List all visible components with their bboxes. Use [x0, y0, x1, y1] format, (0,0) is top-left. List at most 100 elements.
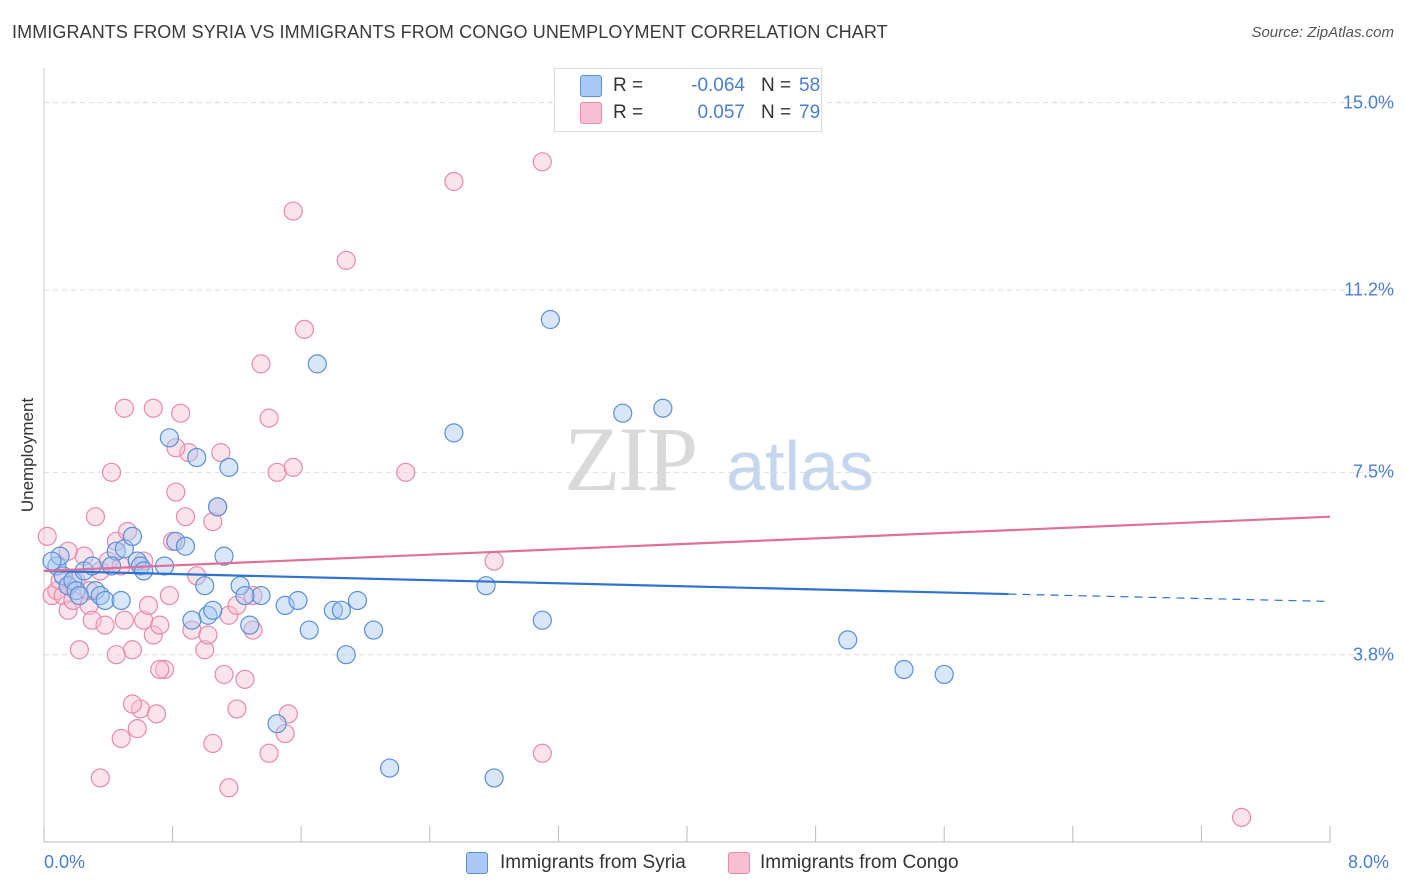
- congo-point: [150, 615, 170, 635]
- syria-point: [235, 585, 255, 606]
- syria-point: [214, 546, 234, 566]
- syria-point: [203, 600, 223, 620]
- syria-point: [275, 595, 295, 616]
- congo-point: [294, 319, 315, 339]
- syria-point: [175, 536, 196, 556]
- syria-point: [894, 659, 914, 680]
- legend-n-label: N =: [761, 75, 792, 96]
- congo-point: [114, 610, 134, 630]
- syria-point: [363, 620, 384, 640]
- congo-trend-line: [43, 515, 1331, 573]
- y-tick-label: 3.8%: [1352, 644, 1394, 665]
- congo-point: [214, 664, 234, 685]
- congo-point: [275, 723, 295, 744]
- congo-point: [111, 728, 131, 749]
- syria-point: [111, 590, 131, 611]
- congo-point: [444, 171, 464, 192]
- syria-point: [307, 354, 327, 374]
- congo-point: [143, 625, 163, 645]
- axes: [43, 68, 1331, 843]
- syria-point: [95, 590, 115, 611]
- congo-point: [259, 408, 279, 428]
- syria-point: [267, 714, 287, 734]
- syria-point: [288, 590, 308, 611]
- y-tick-label: 15.0%: [1342, 92, 1394, 113]
- syria-point: [106, 541, 126, 561]
- syria-point: [101, 556, 122, 576]
- legend-swatch-congo: [728, 852, 750, 874]
- syria-point: [166, 531, 186, 551]
- watermark-zip: ZIP: [564, 408, 696, 510]
- congo-point: [251, 354, 271, 374]
- legend-r-label: R =: [613, 75, 644, 96]
- syria-point: [187, 447, 207, 468]
- congo-point: [1231, 807, 1252, 827]
- syria-points: [42, 309, 954, 788]
- syria-trend-line: [43, 569, 1009, 596]
- syria-point: [444, 423, 464, 443]
- legend-n-value: 58: [799, 75, 821, 96]
- legend-r-label: R =: [613, 102, 644, 123]
- congo-point: [53, 585, 73, 606]
- congo-point: [267, 462, 287, 482]
- congo-point: [227, 699, 247, 719]
- syria-point: [159, 428, 179, 448]
- syria-point: [613, 403, 633, 423]
- syria-point: [934, 664, 954, 685]
- syria-point: [380, 758, 400, 778]
- congo-point: [143, 398, 163, 418]
- congo-point: [154, 659, 175, 680]
- congo-point: [122, 640, 143, 660]
- congo-point: [484, 551, 504, 571]
- congo-point: [211, 443, 231, 463]
- congo-point: [146, 704, 167, 724]
- syria-point: [240, 615, 260, 635]
- congo-point: [106, 645, 126, 665]
- congo-point: [336, 250, 356, 270]
- congo-point: [95, 615, 115, 635]
- syria-point: [182, 610, 202, 630]
- congo-point: [283, 457, 303, 477]
- congo-point: [150, 659, 170, 680]
- syria-point: [532, 610, 552, 630]
- syria-point: [484, 768, 504, 788]
- source-label: Source: ZipAtlas.com: [1251, 24, 1394, 41]
- congo-point: [532, 152, 552, 172]
- legend-r-value: -0.064: [691, 75, 745, 96]
- correlation-legend: R = -0.064 N = 58 R = 0.057 N = 79: [554, 68, 822, 132]
- syria-point: [122, 526, 143, 547]
- y-tick-label: 11.2%: [1344, 279, 1394, 300]
- congo-point: [166, 438, 186, 458]
- syria-point: [336, 645, 356, 665]
- watermark: ZIP atlas: [564, 408, 874, 510]
- congo-point: [219, 778, 239, 798]
- watermark-atlas: atlas: [726, 427, 874, 505]
- syria-point: [82, 556, 102, 576]
- congo-point: [396, 462, 416, 482]
- congo-point: [235, 669, 255, 689]
- legend-n-value: 79: [799, 102, 821, 123]
- congo-point: [122, 694, 143, 714]
- legend-label-congo: Immigrants from Congo: [760, 852, 959, 873]
- syria-point: [42, 551, 62, 571]
- syria-point: [476, 576, 496, 596]
- congo-point: [82, 610, 102, 630]
- syria-point: [195, 576, 215, 596]
- congo-point: [175, 507, 196, 527]
- legend-r-value: 0.057: [697, 102, 745, 123]
- legend-swatch-congo: [580, 102, 602, 124]
- congo-point: [227, 595, 247, 616]
- congo-point: [58, 600, 78, 620]
- y-tick-label: 7.5%: [1352, 461, 1394, 482]
- syria-point: [69, 585, 89, 606]
- x-tick-label-min: 0.0%: [44, 852, 86, 872]
- syria-point: [653, 398, 673, 418]
- congo-point: [114, 398, 134, 418]
- congo-point: [195, 640, 215, 660]
- syria-point: [838, 630, 858, 650]
- congo-point: [138, 595, 159, 616]
- congo-point: [90, 768, 110, 788]
- congo-point: [69, 640, 89, 660]
- syria-point: [251, 585, 271, 606]
